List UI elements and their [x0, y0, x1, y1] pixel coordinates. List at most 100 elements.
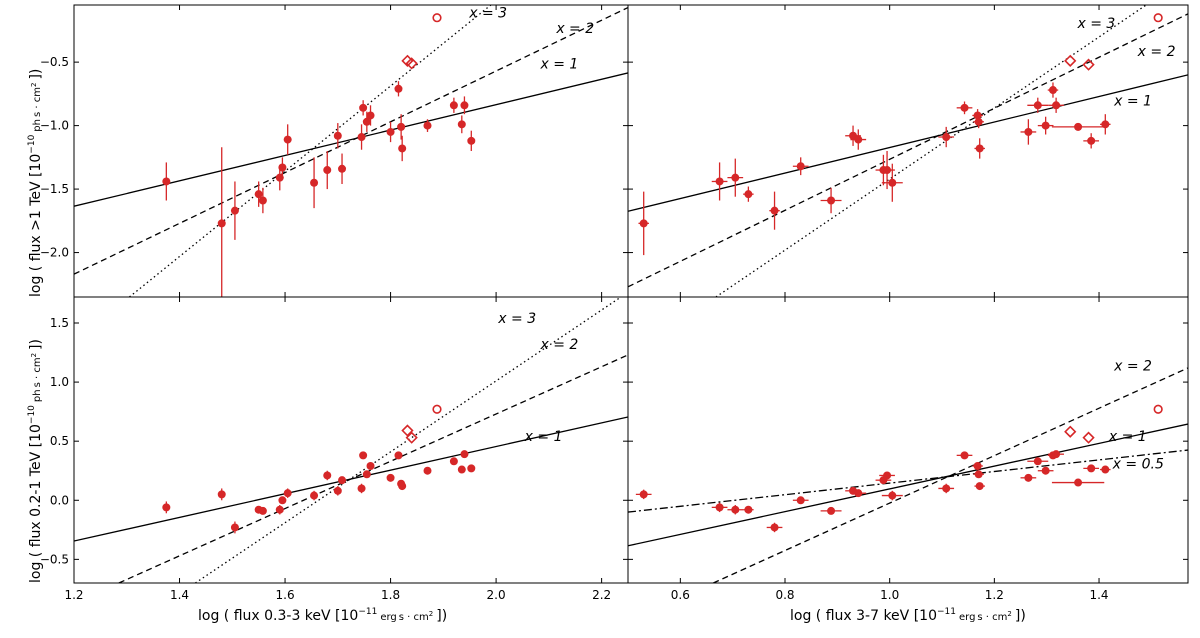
diamond-point	[401, 424, 414, 437]
data-point	[357, 133, 366, 142]
data-point	[283, 489, 292, 498]
data-point	[323, 471, 332, 480]
data-point	[467, 464, 476, 473]
x-tick-label: 1.4	[170, 588, 189, 602]
data-point	[1101, 120, 1110, 129]
data-point	[974, 470, 983, 479]
data-point	[394, 84, 403, 93]
data-point	[398, 144, 407, 153]
x-tick-label: 1.2	[64, 588, 83, 602]
data-point	[397, 122, 406, 131]
data-point	[449, 101, 458, 110]
data-point	[731, 173, 740, 182]
data-point	[1024, 127, 1033, 136]
data-point	[338, 476, 347, 485]
line-label: x = 1	[1113, 93, 1152, 109]
open-circle-point	[1153, 404, 1163, 414]
fit-line-dotted	[194, 297, 623, 583]
diamond-point	[405, 57, 418, 70]
line-label: x = 3	[468, 6, 507, 22]
plot-area-top-left	[74, 5, 628, 297]
data-point	[731, 505, 740, 514]
line-label: x = 2	[555, 21, 594, 37]
x-tick-label: 0.6	[671, 588, 690, 602]
line-label: x = 3	[497, 311, 536, 327]
data-point	[275, 505, 284, 514]
data-point	[162, 177, 171, 186]
data-point	[310, 178, 319, 187]
fit-line-solid	[628, 423, 1188, 547]
data-point	[254, 190, 263, 199]
data-point	[715, 503, 724, 512]
fit-line-dashed	[713, 367, 1188, 583]
data-point	[333, 486, 342, 495]
data-point	[715, 177, 724, 186]
fit-line-dashed	[628, 13, 1188, 288]
fit-line-dotted	[715, 5, 1147, 297]
line-label: x = 1	[524, 429, 563, 445]
diamond-point	[1082, 431, 1095, 444]
data-point	[258, 506, 267, 515]
plot-area-bottom-right	[628, 367, 1188, 583]
data-point	[942, 133, 951, 142]
data-point	[162, 503, 171, 512]
open-circle-point	[432, 404, 442, 414]
data-point	[974, 117, 983, 126]
x-axis-label-left: log ( flux 0.3-3 keV [10−11 erg s · cm2])	[198, 607, 447, 624]
line-label: x = 2	[1137, 44, 1176, 60]
data-point	[278, 163, 287, 172]
data-point	[449, 457, 458, 466]
data-point	[457, 120, 466, 129]
y-tick-label: 1.0	[50, 375, 69, 389]
data-point	[1024, 473, 1033, 482]
diamond-point	[1064, 54, 1077, 67]
line-label: x = 2	[539, 337, 578, 353]
svg-text:log ( flux 0.2-1 TeV [10−10phs: log ( flux 0.2-1 TeV [10−10phs · cm2])	[27, 339, 44, 583]
data-point	[796, 496, 805, 505]
data-point	[1041, 121, 1050, 130]
data-point	[310, 491, 319, 500]
data-point	[960, 103, 969, 112]
y-tick-label: −0.5	[40, 55, 69, 69]
data-point	[423, 466, 432, 475]
y-tick-label: 1.5	[50, 316, 69, 330]
fit-line-dashed	[118, 354, 628, 583]
plot-area-top-right	[628, 5, 1188, 297]
data-point	[283, 135, 292, 144]
data-point	[333, 131, 342, 140]
data-point	[973, 462, 982, 470]
fit-line-dotted	[128, 5, 492, 297]
data-point	[1033, 101, 1042, 110]
panel-top-left: x = 1 x = 2 x = 3 −2.0 −1.5 −1.0 −0.5	[40, 4, 629, 298]
data-point	[1048, 86, 1057, 95]
line-label: x = 1	[539, 56, 578, 72]
data-point	[744, 505, 753, 514]
data-point	[460, 101, 469, 110]
data-point	[1041, 466, 1050, 475]
data-point	[770, 206, 779, 215]
line-label: x = 3	[1076, 16, 1115, 32]
data-point	[1074, 478, 1083, 487]
data-point	[258, 196, 267, 205]
panel-bottom-left: x = 1 x = 2x = 3 1.2 1.4 1.6 1.8 2.0 2.2 −0.5 0.0…	[40, 296, 629, 602]
data-point	[1052, 450, 1061, 459]
fit-line-dashdot	[628, 449, 1188, 513]
data-point	[1101, 465, 1110, 474]
data-point	[460, 450, 469, 459]
data-point	[973, 111, 982, 120]
data-point	[386, 127, 395, 136]
panel-bottom-right: x = 1 x = 2 x = 0.5 0.6 0.8 1.0 1.2 1.4	[627, 296, 1189, 602]
data-point	[386, 473, 395, 482]
data-point	[217, 490, 226, 499]
data-point	[366, 462, 375, 470]
data-point	[338, 164, 347, 173]
fit-line-dashed	[74, 6, 628, 275]
data-point	[639, 219, 648, 228]
data-point	[1087, 464, 1096, 473]
data-point	[366, 111, 375, 120]
y-tick-label: 0.0	[50, 493, 69, 507]
line-label: x = 2	[1113, 358, 1152, 374]
line-label: x = 0.5	[1112, 456, 1164, 472]
x-tick-label: 1.0	[880, 588, 899, 602]
